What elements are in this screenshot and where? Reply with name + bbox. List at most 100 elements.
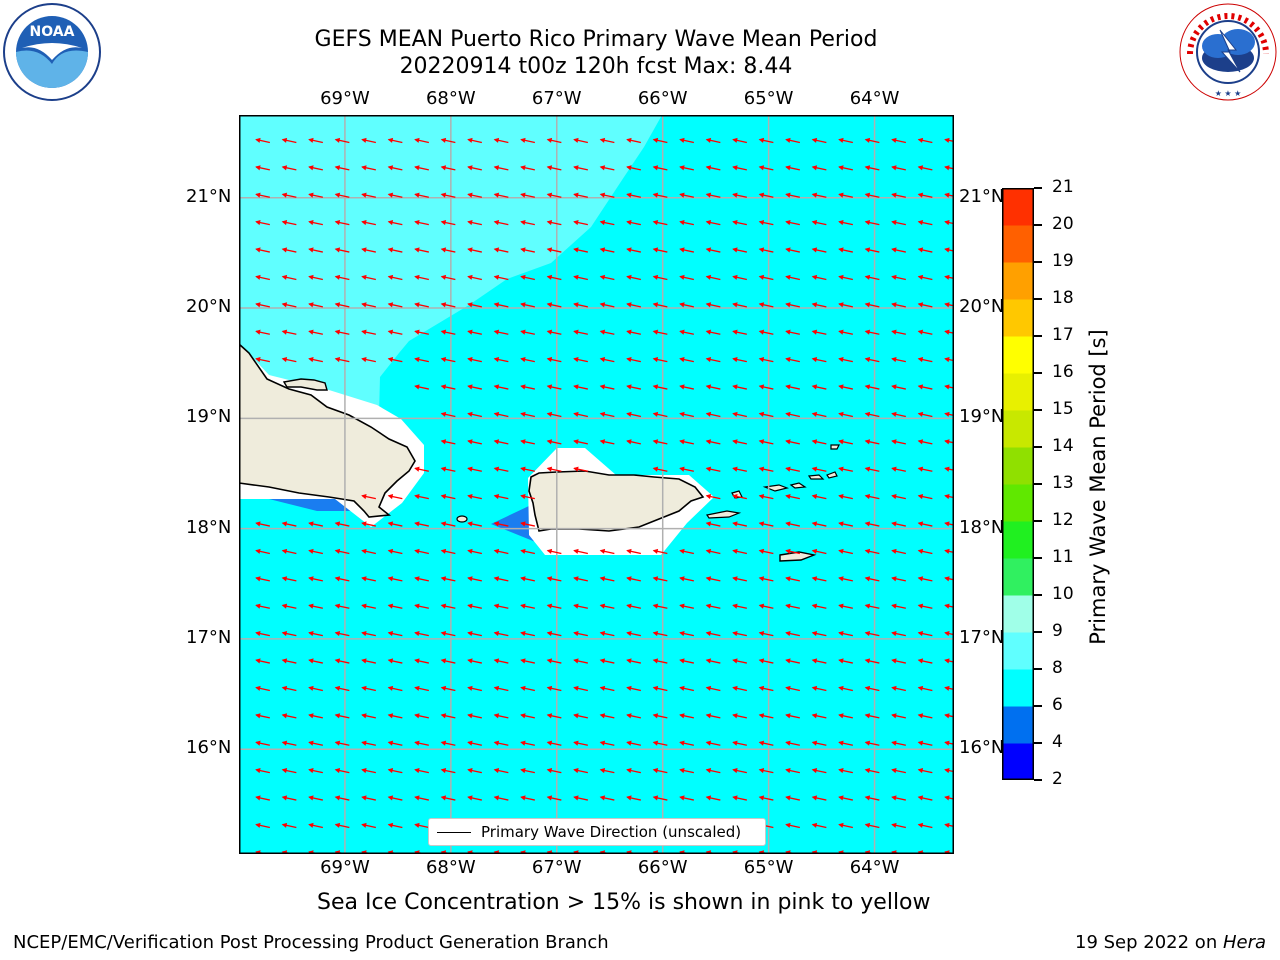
colorbar-segment: [1002, 225, 1034, 263]
wave-direction-arrow: [308, 795, 323, 801]
lon-tick-label-bottom: 67°W: [531, 857, 582, 878]
wave-direction-arrow: [679, 603, 694, 609]
colorbar-tick-mark: [1034, 187, 1042, 189]
wave-direction-arrow: [573, 220, 588, 226]
wave-direction-arrow: [281, 247, 297, 253]
wave-direction-arrow: [811, 494, 827, 500]
footer-machine: Hera: [1222, 932, 1266, 953]
wave-direction-arrow: [864, 603, 880, 609]
wave-direction-arrow: [785, 439, 800, 445]
wave-direction-arrow: [308, 137, 323, 144]
wave-direction-arrow: [785, 631, 800, 637]
wave-direction-arrow: [599, 795, 615, 801]
wave-direction-arrow: [520, 302, 535, 308]
wave-direction-arrow: [467, 713, 482, 719]
wave-direction-arrow: [493, 740, 509, 746]
wave-direction-arrow: [255, 247, 270, 253]
wave-direction-arrow: [944, 768, 954, 774]
wave-direction-arrow: [917, 768, 933, 774]
legend-label: Primary Wave Direction (unscaled): [481, 823, 742, 841]
wave-direction-arrow: [705, 494, 721, 500]
wave-direction-arrow: [546, 302, 562, 308]
wave-direction-arrow: [361, 521, 376, 527]
wave-direction-arrow: [387, 494, 403, 500]
wave-direction-arrow: [917, 494, 933, 500]
wave-direction-arrow: [281, 740, 297, 746]
wave-direction-arrow: [917, 521, 933, 527]
wave-direction-arrow: [493, 411, 509, 418]
wave-direction-arrow: [811, 740, 827, 746]
wave-direction-arrow: [493, 220, 509, 226]
colorbar-frame: [1002, 188, 1034, 780]
wave-direction-arrow: [811, 768, 827, 774]
wave-direction-arrow: [599, 384, 615, 390]
wave-direction-arrow: [785, 329, 800, 335]
wave-direction-arrow: [414, 494, 429, 500]
wave-direction-arrow: [334, 768, 350, 774]
wave-direction-arrow: [891, 302, 906, 308]
wave-direction-arrow: [917, 713, 933, 719]
colorbar-segment: [1002, 188, 1034, 226]
colorbar-tick-label: 12: [1052, 510, 1074, 530]
land-mona-island: [456, 515, 468, 523]
map-legend: Primary Wave Direction (unscaled): [428, 818, 766, 846]
wave-direction-arrow: [626, 795, 641, 801]
wave-direction-arrow: [917, 466, 933, 472]
wave-direction-arrow: [414, 247, 429, 253]
colorbar-tick-label: 14: [1052, 436, 1074, 456]
wave-direction-arrow: [626, 740, 641, 746]
wave-direction-arrow: [705, 220, 721, 226]
wave-direction-arrow: [387, 603, 403, 609]
wave-direction-arrow: [652, 658, 668, 664]
wave-direction-arrow: [387, 740, 403, 746]
wave-direction-arrow: [334, 822, 350, 829]
wave-direction-arrow: [785, 247, 800, 253]
wave-direction-arrow: [705, 713, 721, 719]
wave-direction-arrow: [281, 548, 297, 555]
wave-direction-arrow: [467, 192, 482, 198]
wave-direction-arrow: [440, 576, 456, 582]
wave-direction-arrow: [864, 274, 880, 281]
wave-direction-arrow: [705, 247, 721, 253]
wave-direction-arrow: [705, 603, 721, 609]
wave-direction-arrow: [281, 165, 297, 171]
wave-direction-arrow: [917, 576, 933, 582]
wave-direction-arrow: [652, 740, 668, 746]
wave-direction-arrow: [361, 658, 376, 664]
wave-direction-arrow: [440, 521, 456, 527]
wave-direction-arrow: [838, 494, 853, 500]
wave-direction-arrow: [493, 548, 509, 555]
wave-direction-arrow: [705, 329, 721, 335]
wave-direction-arrow: [811, 439, 827, 445]
wave-direction-arrow: [758, 631, 774, 637]
wave-direction-arrow: [281, 576, 297, 582]
wave-direction-arrow: [414, 658, 429, 664]
wave-direction-arrow: [255, 795, 270, 801]
wave-direction-arrow: [864, 494, 880, 500]
wave-direction-arrow: [838, 220, 853, 226]
wave-direction-arrow: [308, 521, 323, 527]
wave-direction-arrow: [891, 357, 906, 363]
wave-direction-arrow: [705, 576, 721, 582]
land-tortola: [807, 474, 825, 480]
wave-direction-arrow: [652, 439, 668, 445]
colorbar-segment: [1002, 706, 1034, 744]
wave-direction-arrow: [811, 302, 827, 308]
wave-direction-arrow: [732, 658, 747, 664]
wave-direction-arrow: [705, 740, 721, 746]
colorbar-tick-mark: [1034, 520, 1042, 522]
wave-direction-arrow: [864, 740, 880, 746]
wave-direction-arrow: [467, 329, 482, 335]
wave-direction-arrow: [838, 137, 853, 144]
wave-direction-arrow: [785, 603, 800, 609]
wave-direction-arrow: [838, 603, 853, 609]
wave-direction-arrow: [679, 357, 694, 363]
wave-direction-arrow: [520, 740, 535, 746]
wave-direction-arrow: [838, 165, 853, 171]
wave-direction-arrow: [705, 192, 721, 198]
wave-direction-arrow: [811, 329, 827, 335]
wave-direction-arrow: [917, 357, 933, 363]
wave-direction-arrow: [440, 329, 456, 335]
colorbar-segment: [1002, 484, 1034, 522]
wave-direction-arrow: [281, 521, 297, 527]
